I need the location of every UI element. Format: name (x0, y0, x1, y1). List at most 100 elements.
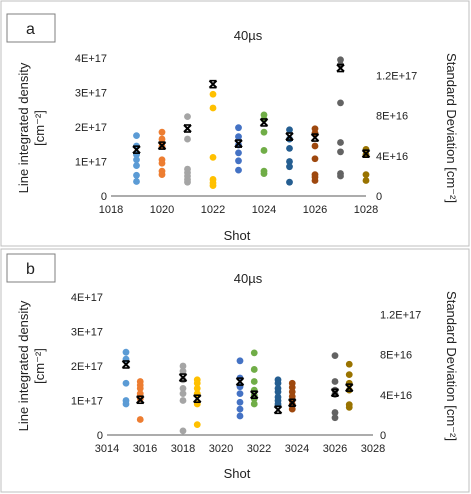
data-point (286, 144, 293, 152)
data-point (260, 128, 268, 136)
std-dev-marker (178, 373, 188, 382)
data-point (209, 153, 217, 161)
panel-b-label: b (26, 261, 35, 278)
data-point (274, 379, 282, 387)
data-point (236, 405, 244, 413)
data-point (179, 427, 187, 435)
panel-b-std-markers (121, 360, 354, 415)
data-point (235, 166, 242, 174)
x-tick-label: 3026 (323, 443, 347, 455)
data-point (236, 398, 244, 406)
data-point (235, 133, 242, 141)
data-point (235, 124, 242, 132)
panel-b-x-ticks: 3014 3016 3018 3020 3022 3024 3026 3028 (95, 443, 385, 455)
data-point (286, 158, 293, 165)
panel-a-y2-ticks: 0 4E+16 8E+16 1.2E+17 (376, 70, 417, 203)
data-point (136, 385, 144, 392)
data-point (158, 128, 166, 136)
panel-b-xlabel: Shot (224, 466, 251, 481)
data-point (362, 177, 370, 184)
data-point (193, 379, 201, 387)
data-point (235, 157, 242, 165)
chart-panel-a: a 40µs Line integrated density [cm⁻²] St… (0, 0, 470, 247)
data-point (331, 352, 339, 360)
y-tick-label: 2E+17 (71, 361, 103, 373)
data-point (260, 170, 268, 177)
y2-tick-label: 4E+16 (380, 390, 412, 402)
std-dev-marker (121, 360, 131, 369)
data-point (179, 367, 187, 375)
y-tick-label: 0 (101, 191, 107, 203)
std-dev-marker (285, 132, 294, 141)
x-tick-label: 1024 (252, 204, 276, 216)
data-point (209, 182, 217, 190)
data-point (331, 409, 339, 416)
panel-a-x-ticks: 1018 1020 1022 1024 1026 1028 (99, 204, 378, 216)
x-tick-label: 1020 (150, 204, 174, 216)
y2-tick-label: 0 (380, 430, 386, 442)
x-tick-label: 1026 (303, 204, 327, 216)
chart-panel-b: b 40µs Line integrated density [cm⁻²] St… (0, 248, 470, 493)
panel-a-std-markers (132, 63, 371, 158)
data-point (286, 163, 293, 171)
std-dev-marker (136, 395, 145, 405)
y-tick-label: 0 (97, 430, 103, 442)
data-point (133, 162, 140, 170)
data-point (235, 149, 242, 157)
std-dev-marker (235, 377, 245, 386)
data-point (158, 159, 166, 167)
y-tick-label: 4E+17 (71, 292, 103, 304)
data-point (179, 362, 187, 370)
data-point (311, 142, 319, 150)
data-point (345, 371, 353, 379)
std-dev-marker (132, 145, 141, 154)
panel-b-ylabel-line2: [cm⁻²] (32, 348, 47, 384)
data-point (250, 366, 258, 373)
std-dev-marker (288, 398, 297, 408)
panel-a-title: 40µs (234, 28, 263, 43)
panel-a-label-box (6, 13, 56, 43)
data-point (288, 405, 296, 413)
panel-a-y2label: Standard Deviation [cm⁻²] (444, 53, 459, 203)
y-tick-label: 4E+17 (75, 53, 107, 65)
y2-tick-label: 1.2E+17 (380, 309, 421, 321)
y2-tick-label: 8E+16 (376, 111, 408, 123)
y-tick-label: 1E+17 (75, 157, 107, 169)
std-dev-marker (234, 139, 243, 148)
panel-a-points (133, 56, 370, 190)
std-dev-marker (345, 383, 354, 392)
data-point (236, 412, 244, 420)
x-tick-label: 1018 (99, 204, 123, 216)
std-dev-marker (183, 124, 192, 133)
panel-a-y-ticks: 0 1E+17 2E+17 3E+17 4E+17 (75, 53, 107, 203)
data-point (184, 113, 191, 121)
y-tick-label: 3E+17 (75, 88, 107, 100)
data-point (209, 90, 217, 98)
data-point (337, 139, 344, 146)
std-dev-marker (193, 394, 202, 404)
data-point (337, 172, 344, 180)
data-point (331, 378, 339, 385)
data-point (236, 390, 244, 397)
panel-b-label-box (6, 253, 56, 283)
data-point (136, 390, 144, 397)
std-dev-marker (361, 149, 371, 158)
std-dev-marker (157, 141, 167, 150)
data-point (193, 421, 201, 429)
data-point (311, 155, 319, 163)
std-dev-marker (259, 118, 269, 127)
data-point (184, 178, 191, 186)
data-point (133, 132, 140, 140)
data-point (260, 147, 268, 154)
x-tick-label: 3020 (209, 443, 233, 455)
data-point (179, 385, 187, 392)
data-point (158, 135, 166, 143)
data-point (362, 171, 370, 179)
panel-a-ylabel-line2: [cm⁻²] (32, 110, 47, 146)
std-dev-marker (336, 63, 345, 73)
y2-tick-label: 8E+16 (380, 350, 412, 362)
panel-a-ylabel-line1: Line integrated density (16, 62, 31, 193)
data-point (122, 348, 130, 356)
data-point (133, 178, 140, 185)
y-tick-label: 2E+17 (75, 122, 107, 134)
